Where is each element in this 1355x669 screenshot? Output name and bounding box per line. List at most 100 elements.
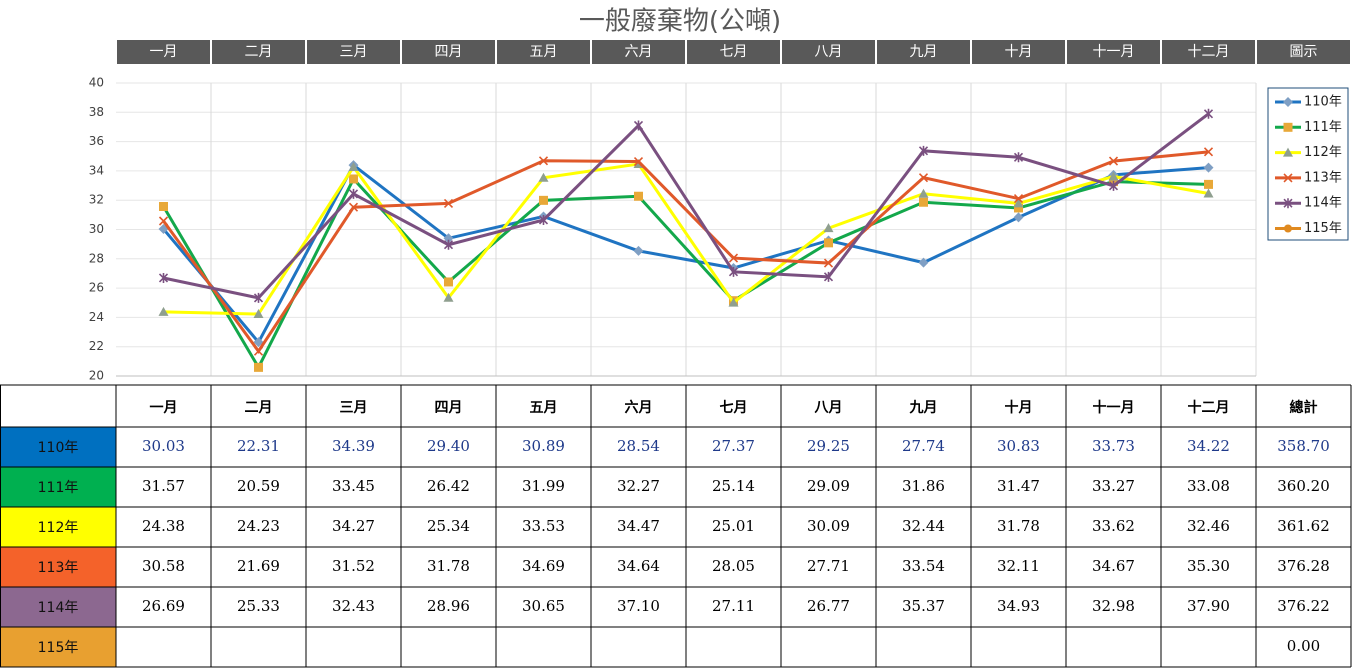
- header-cell: [1162, 40, 1255, 64]
- header-cell: [212, 40, 305, 64]
- table-header: 三月: [340, 400, 368, 416]
- y-tick-label: 28: [89, 251, 104, 265]
- table-value: 26.42: [427, 477, 470, 495]
- point-marker: [1013, 194, 1024, 204]
- point-marker: [1108, 171, 1119, 181]
- point-marker: [633, 120, 644, 131]
- point-marker: [539, 195, 548, 205]
- point-marker: [348, 188, 359, 199]
- header-cell: [687, 40, 780, 64]
- legend-label: 110年: [1304, 95, 1342, 110]
- month-header: 十一月: [1093, 44, 1135, 60]
- point-marker: [538, 214, 549, 225]
- table-value: 34.39: [332, 437, 375, 455]
- table-value: 28.96: [427, 597, 470, 615]
- point-marker: [443, 233, 454, 244]
- legend-header: 圖示: [1290, 44, 1318, 60]
- point-marker: [1013, 212, 1024, 223]
- table-value: 35.30: [1187, 557, 1230, 575]
- point-marker: [158, 272, 169, 283]
- row-label: 112年: [38, 520, 79, 536]
- table-value: 30.58: [142, 557, 185, 575]
- point-marker: [1203, 108, 1214, 119]
- row-label: 114年: [38, 600, 79, 616]
- table-value: 21.69: [237, 557, 280, 575]
- point-marker: [538, 156, 549, 166]
- legend-label: 115年: [1304, 221, 1342, 236]
- table-value: 28.05: [712, 557, 755, 575]
- table-header: 一月: [150, 400, 178, 416]
- series-line: [162, 150, 1209, 354]
- header-cell: [307, 40, 400, 64]
- table-value: 31.52: [332, 557, 375, 575]
- point-marker: [918, 257, 929, 268]
- point-marker: [443, 239, 454, 250]
- y-tick-label: 32: [89, 193, 104, 207]
- header-cell: [117, 40, 210, 64]
- table-header: 十二月: [1188, 399, 1230, 416]
- point-marker: [253, 337, 264, 348]
- table-value: 25.01: [712, 517, 755, 535]
- table-header: 五月: [530, 400, 558, 416]
- header-cell: [402, 40, 495, 64]
- month-header: 九月: [910, 44, 938, 60]
- header-cell: [497, 40, 590, 64]
- point-marker: [824, 238, 833, 248]
- point-marker: [158, 306, 169, 316]
- table-value: 27.11: [712, 597, 755, 615]
- table-value: 27.74: [902, 437, 945, 455]
- table-value: 32.11: [997, 557, 1040, 575]
- month-header: 二月: [245, 44, 273, 60]
- legend-label: 111年: [1304, 120, 1342, 135]
- table-value: 30.03: [142, 437, 185, 455]
- table-value: 34.47: [617, 517, 660, 535]
- legend-marker: [1283, 147, 1293, 157]
- table-total: 358.70: [1277, 437, 1330, 455]
- row-label-cell: [0, 627, 116, 667]
- table-value: 25.33: [237, 597, 280, 615]
- table-value: 25.34: [427, 517, 470, 535]
- table-value: 33.08: [1187, 477, 1230, 495]
- table-value: 22.31: [237, 437, 280, 455]
- row-label-cell: [0, 427, 116, 467]
- table-value: 26.69: [142, 597, 185, 615]
- y-tick-label: 34: [89, 163, 104, 177]
- row-label: 115年: [38, 640, 79, 656]
- month-header: 十月: [1005, 44, 1033, 60]
- legend-label: 112年: [1304, 145, 1342, 160]
- y-tick-label: 40: [89, 76, 104, 90]
- table-value: 31.47: [997, 477, 1040, 495]
- point-marker: [728, 297, 739, 307]
- legend-label: 114年: [1304, 196, 1342, 211]
- month-header: 五月: [530, 44, 558, 60]
- legend-marker: [1284, 224, 1292, 233]
- point-marker: [253, 309, 264, 319]
- point-marker: [1203, 162, 1214, 173]
- table-total: 361.62: [1277, 517, 1330, 535]
- point-marker: [918, 145, 929, 156]
- table-value: 34.67: [1092, 557, 1135, 575]
- point-marker: [253, 292, 264, 303]
- table-value: 28.54: [617, 437, 660, 455]
- table-header: 八月: [814, 400, 843, 416]
- table-value: 30.83: [997, 437, 1040, 455]
- point-marker: [1108, 156, 1119, 166]
- point-marker: [1203, 188, 1214, 198]
- series-line: [163, 162, 1209, 316]
- point-marker: [1203, 147, 1214, 157]
- table-header: 七月: [720, 400, 748, 416]
- header-cell: [1067, 40, 1160, 64]
- month-header: 六月: [625, 44, 653, 60]
- table-value: 29.09: [807, 477, 850, 495]
- table-value: 37.10: [617, 597, 660, 615]
- table-value: 32.46: [1187, 517, 1230, 535]
- point-marker: [348, 202, 359, 212]
- table-header: 十一月: [1093, 399, 1135, 416]
- series-line: [163, 112, 1210, 300]
- point-marker: [823, 223, 834, 233]
- point-marker: [918, 173, 929, 183]
- table-value: 33.62: [1092, 517, 1135, 535]
- point-marker: [1108, 180, 1119, 191]
- table-header: 二月: [245, 400, 273, 416]
